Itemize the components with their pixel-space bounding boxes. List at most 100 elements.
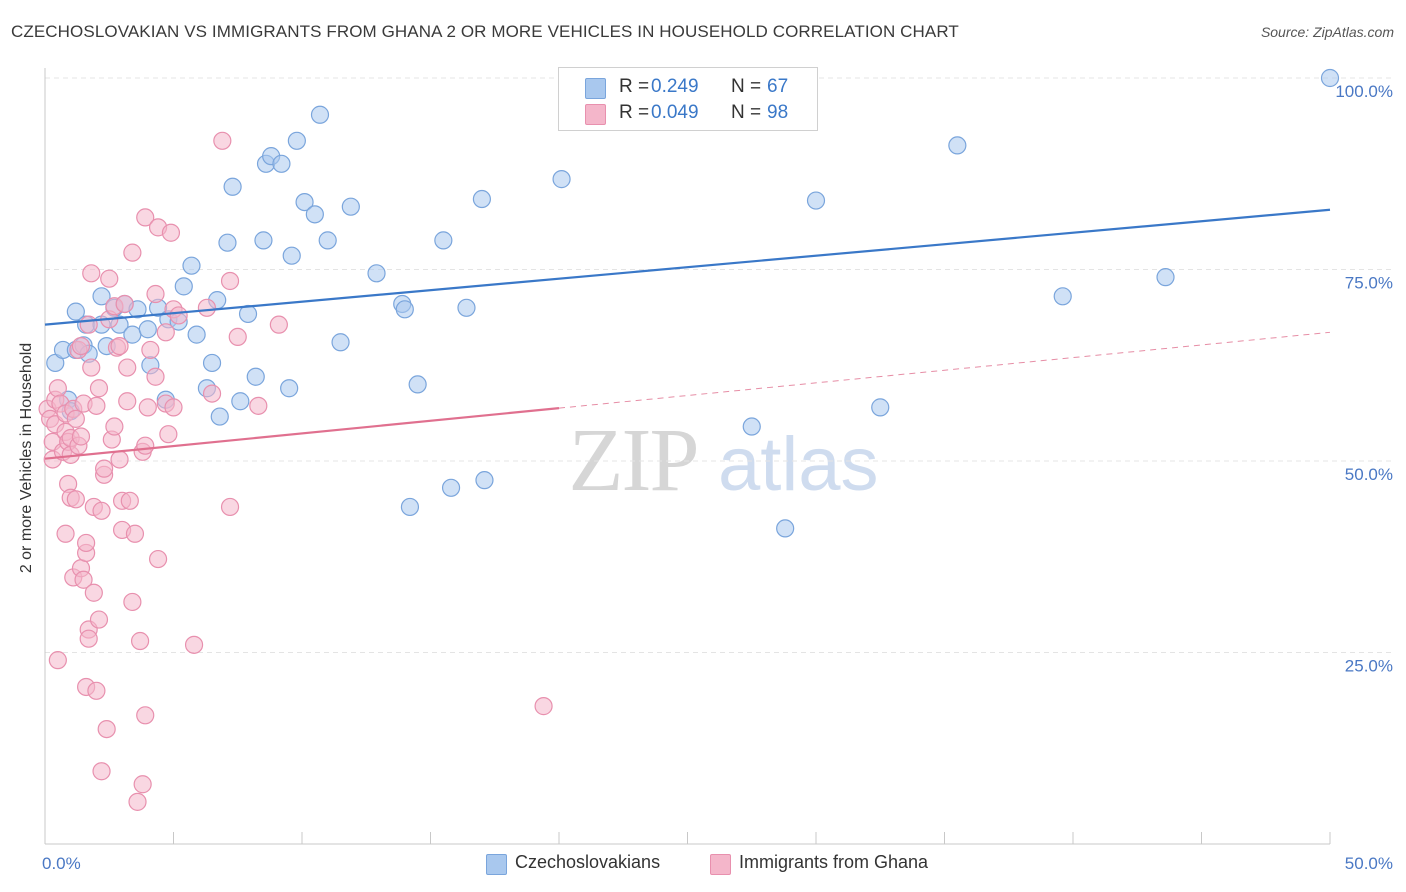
ghana-point xyxy=(161,223,181,242)
legend-n-label: N = xyxy=(731,102,762,123)
ghana-point xyxy=(48,651,67,670)
czechoslovakian-point xyxy=(472,189,491,209)
ghana-point xyxy=(56,524,75,543)
czechoslovakian-point xyxy=(552,170,571,189)
y-tick-label: 25.0% xyxy=(1345,657,1393,676)
legend-r-value: 0.049 xyxy=(651,102,699,123)
ghana-point xyxy=(123,243,142,262)
ghana-point xyxy=(71,337,91,356)
ghana-point xyxy=(115,294,134,314)
czechoslovakian-point xyxy=(202,353,222,373)
czechoslovakian-point xyxy=(441,478,461,497)
ghana-point xyxy=(125,524,145,543)
czechoslovakian-point xyxy=(174,277,193,296)
legend-r-value: 0.249 xyxy=(651,76,699,97)
ghana-point xyxy=(82,358,101,377)
bottom-legend-swatch-blue xyxy=(486,854,507,875)
ghana-point xyxy=(148,549,168,569)
x-tick-label-max: 50.0% xyxy=(1345,854,1393,873)
ghana-point xyxy=(213,131,232,150)
czechoslovakian-point xyxy=(218,233,237,252)
czechoslovakian-point xyxy=(331,333,350,352)
ghana-point xyxy=(110,450,129,469)
ghana-point xyxy=(136,208,155,227)
ghana-point xyxy=(82,264,101,283)
ghana-point xyxy=(141,340,160,360)
czechoslovakian-point xyxy=(287,131,306,150)
czechoslovakian-point xyxy=(395,300,414,319)
bottom-legend-swatch-pink xyxy=(710,854,731,875)
ghana-point xyxy=(228,327,247,347)
ghana-point xyxy=(77,533,96,553)
y-tick-label: 100.0% xyxy=(1335,82,1393,101)
ghana-point xyxy=(118,358,137,377)
ghana-point xyxy=(156,323,175,342)
czechoslovakian-point xyxy=(871,398,890,417)
ghana-point xyxy=(118,392,137,411)
legend-n-label: N = xyxy=(731,76,762,97)
czechoslovakian-point xyxy=(210,407,229,426)
ghana-point xyxy=(534,697,553,716)
y-tick-label: 50.0% xyxy=(1345,465,1393,484)
ghana-point xyxy=(79,629,98,648)
czechoslovakian-point xyxy=(254,231,273,250)
czechoslovakian-point xyxy=(295,192,314,212)
ghana-point xyxy=(249,396,268,415)
czechoslovakian-point xyxy=(742,417,761,436)
ghana-point xyxy=(220,497,240,517)
ghana-point xyxy=(159,425,178,444)
czechoslovakian-point xyxy=(475,471,494,490)
ghana-point xyxy=(89,610,109,629)
ghana-point xyxy=(136,706,155,725)
ghana-point xyxy=(128,792,147,811)
czechoslovakian-point xyxy=(66,302,85,321)
ghana-point xyxy=(74,570,93,589)
trend-line-solid-1 xyxy=(44,407,560,460)
czechoslovakian-point xyxy=(187,325,206,344)
ghana-point xyxy=(66,409,85,428)
trend-line-0 xyxy=(44,208,1331,326)
ghana-point xyxy=(146,367,165,386)
czechoslovakian-point xyxy=(231,392,250,411)
legend-r-label: R = xyxy=(619,76,650,97)
ghana-point xyxy=(79,315,98,334)
ghana-point xyxy=(164,398,183,417)
chart-title: CZECHOSLOVAKIAN VS IMMIGRANTS FROM GHANA… xyxy=(11,22,959,41)
trend-line-dashed-1 xyxy=(558,331,1331,409)
czechoslovakian-point xyxy=(318,231,337,250)
czechoslovakian-point xyxy=(776,519,795,538)
ghana-point xyxy=(89,379,109,398)
czechoslovakian-point xyxy=(280,379,299,398)
czechoslovakian-point xyxy=(434,231,453,250)
ghana-point xyxy=(105,417,124,436)
ghana-point xyxy=(220,271,240,291)
czechoslovakian-point xyxy=(310,105,330,124)
ghana-point xyxy=(197,298,217,317)
x-tick-label-min: 0.0% xyxy=(42,854,81,873)
bottom-legend-label: Immigrants from Ghana xyxy=(739,852,929,872)
czechoslovakian-point xyxy=(1053,287,1072,306)
ghana-point xyxy=(48,379,67,398)
ghana-point xyxy=(123,592,142,612)
ghana-point xyxy=(110,337,129,356)
czechoslovakian-point xyxy=(408,375,427,394)
ghana-point xyxy=(84,583,103,602)
ghana-point xyxy=(87,681,106,700)
ghana-point xyxy=(87,396,106,415)
czechoslovakian-point xyxy=(1320,68,1340,88)
czechoslovakian-point xyxy=(367,264,386,283)
czechoslovakian-point xyxy=(457,298,476,317)
czechoslovakian-point xyxy=(1156,268,1175,287)
czechoslovakian-point xyxy=(806,191,826,210)
ghana-point xyxy=(97,719,116,739)
ghana-point xyxy=(146,284,165,304)
ghana-point xyxy=(202,384,222,403)
source-label: Source: ZipAtlas.com xyxy=(1260,24,1394,40)
ghana-point xyxy=(92,762,111,781)
ghana-point xyxy=(184,635,204,654)
czechoslovakian-point xyxy=(305,205,324,224)
legend-swatch-pink xyxy=(585,104,606,125)
y-tick-label: 75.0% xyxy=(1345,274,1393,293)
czechoslovakian-point xyxy=(948,136,967,155)
